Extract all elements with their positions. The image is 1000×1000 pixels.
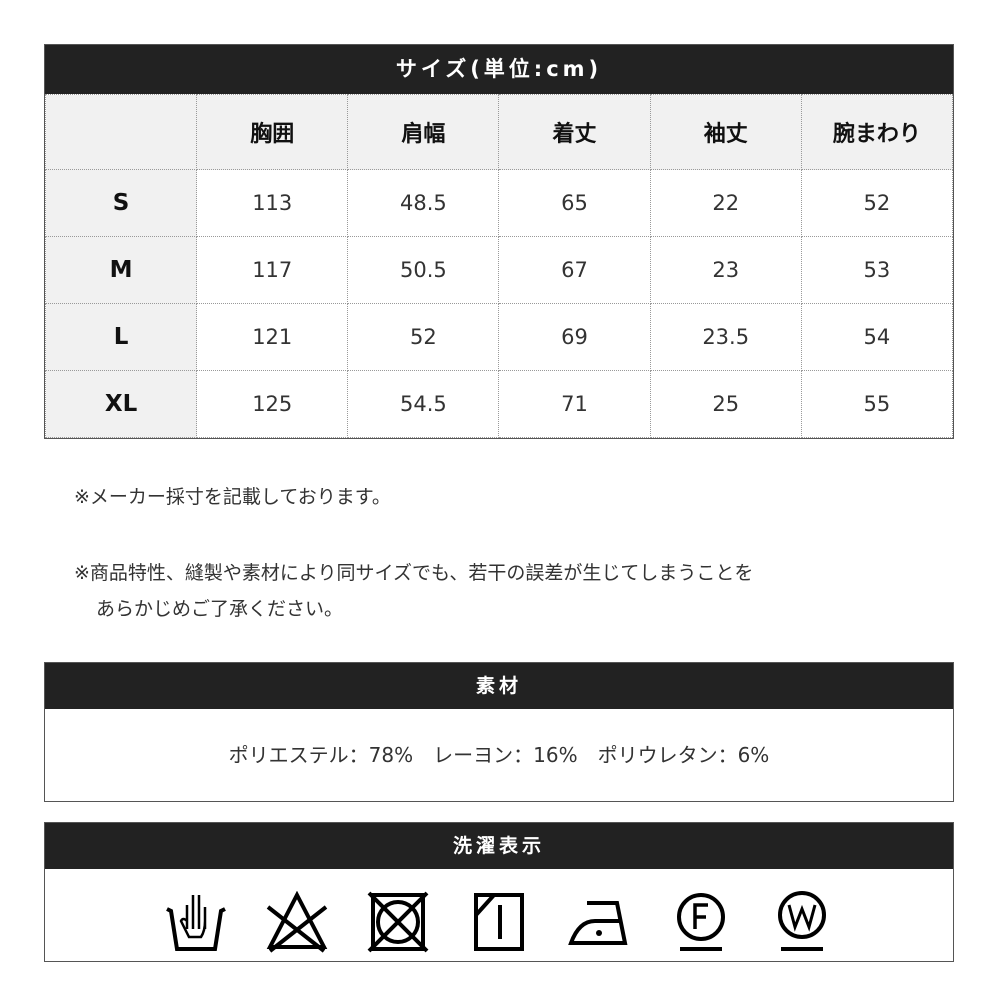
cell: 54.5 [347,370,500,438]
column-header: 袖丈 [649,94,802,170]
cell: 25 [649,370,802,438]
cell: 117 [196,236,349,304]
cell: 121 [196,303,349,371]
care-title: 洗濯表示 [45,823,953,869]
note-variance-cont: あらかじめご了承ください。 [96,598,344,620]
size-label: M [44,236,198,304]
column-header: 着丈 [498,94,651,170]
cell: 71 [498,370,651,438]
cell: 113 [196,169,349,237]
cell: 53 [800,236,954,304]
cell: 50.5 [347,236,500,304]
size-label: S [44,169,198,237]
size-table: サイズ(単位:cm) 胸囲 肩幅 着丈 袖丈 腕まわり S 113 48.5 6… [44,44,954,439]
line-dry-shade-icon [474,893,524,951]
column-header: 腕まわり [800,94,954,170]
care-section: 洗濯表示 [44,822,954,962]
cell: 23 [649,236,802,304]
no-tumble-dry-icon [367,891,429,953]
material-section: 素材 ポリエステル：78% レーヨン：16% ポリウレタン：6% [44,662,954,802]
dry-clean-f-icon [677,893,725,951]
cell: 52 [347,303,500,371]
column-header: 胸囲 [196,94,349,170]
cell: 55 [800,370,954,438]
iron-low-icon [568,901,628,945]
cell: 67 [498,236,651,304]
table-row: S 113 48.5 65 22 52 [44,169,954,237]
cell: 23.5 [649,303,802,371]
column-header: 肩幅 [347,94,500,170]
cell: 65 [498,169,651,237]
no-bleach-icon [266,891,328,953]
cell: 52 [800,169,954,237]
wet-clean-w-icon [778,891,826,951]
material-text: ポリエステル：78% レーヨン：16% ポリウレタン：6% [228,743,770,767]
table-row: XL 125 54.5 71 25 55 [44,370,954,438]
cell: 22 [649,169,802,237]
table-header-row: 胸囲 肩幅 着丈 袖丈 腕まわり [44,94,954,170]
cell: 48.5 [347,169,500,237]
size-label: XL [44,370,198,438]
cell: 69 [498,303,651,371]
size-table-title: サイズ(単位:cm) [45,45,953,94]
cell: 125 [196,370,349,438]
cell: 54 [800,303,954,371]
note-measurement: ※メーカー採寸を記載しております。 [74,486,391,508]
column-header [44,94,198,170]
size-label: L [44,303,198,371]
table-row: M 117 50.5 67 23 53 [44,236,954,304]
hand-wash-icon [166,895,226,951]
table-row: L 121 52 69 23.5 54 [44,303,954,371]
note-variance: ※商品特性、縫製や素材により同サイズでも、若干の誤差が生じてしまうことを [74,562,754,584]
material-title: 素材 [45,663,953,709]
